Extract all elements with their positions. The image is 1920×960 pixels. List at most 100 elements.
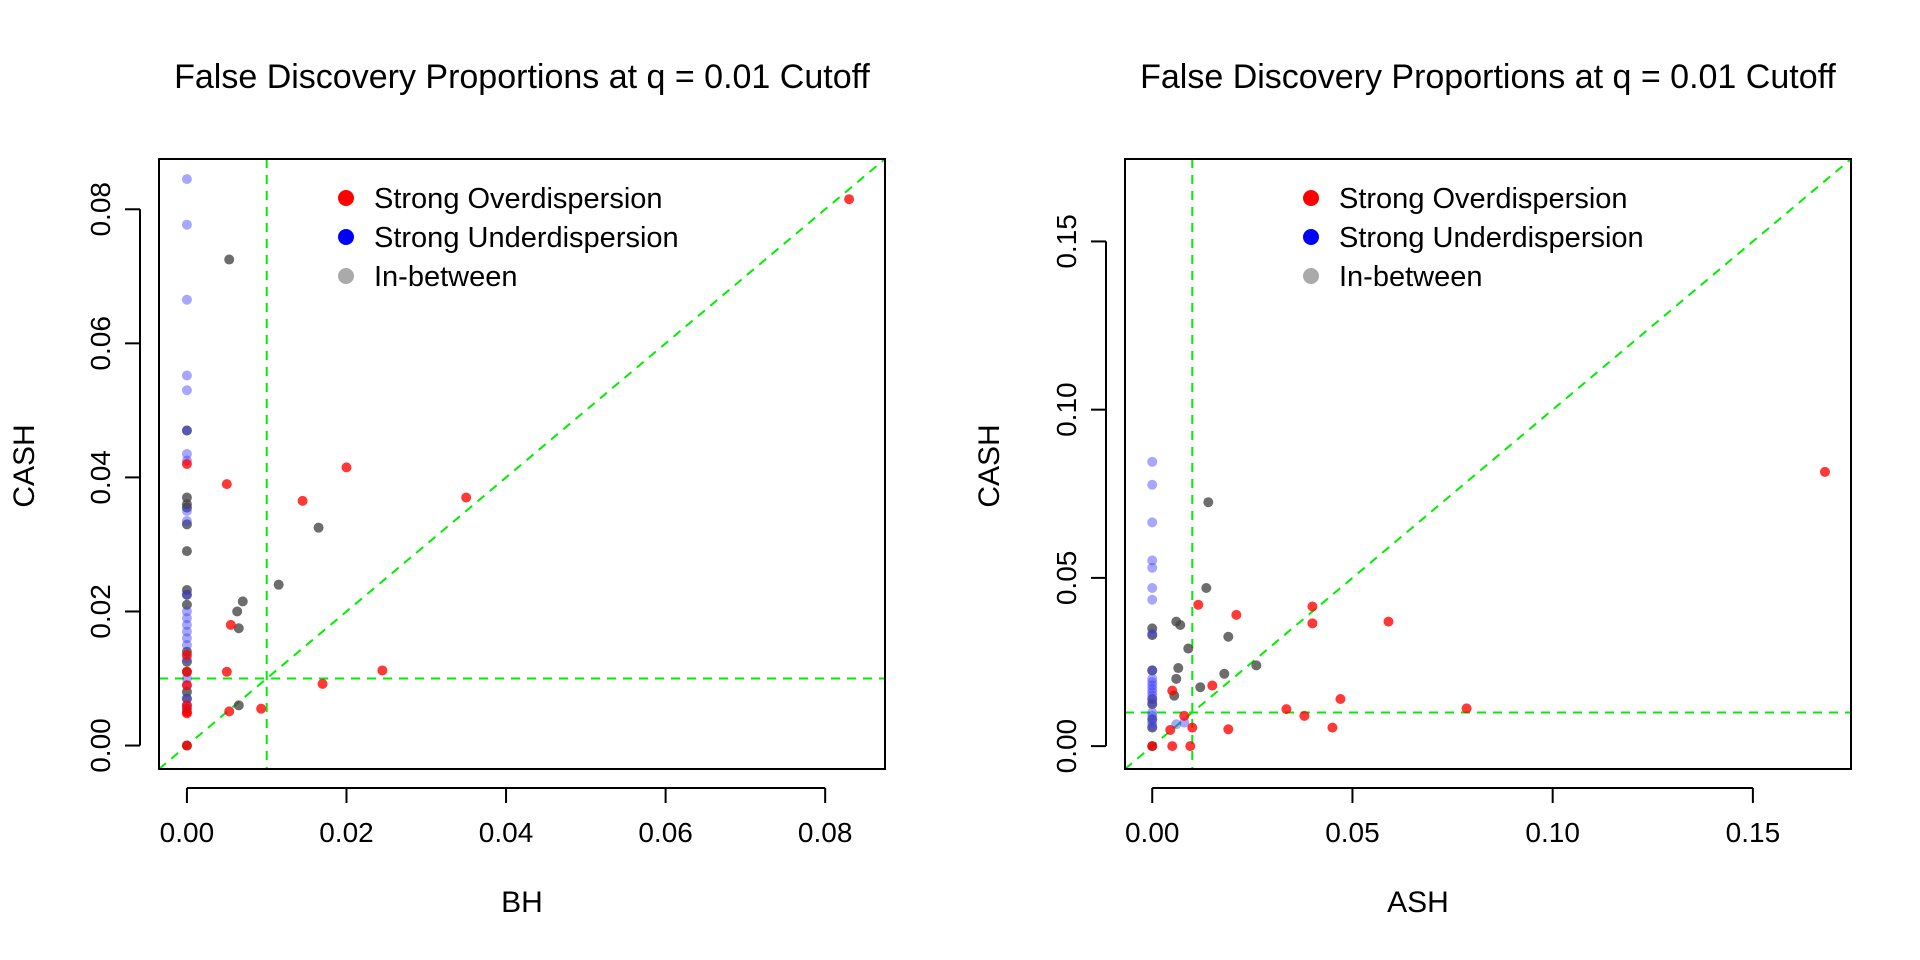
data-point-underdispersion — [181, 174, 192, 185]
diagonal-identity-line — [158, 158, 886, 770]
data-point-underdispersion — [1147, 720, 1158, 731]
data-point-overdispersion — [1167, 685, 1178, 696]
y-tick-label: 0.02 — [85, 584, 116, 639]
data-point-overdispersion — [181, 680, 192, 691]
data-point-underdispersion — [1147, 665, 1158, 676]
y-tick-label: 0.10 — [1051, 382, 1082, 437]
legend-label-in-between: In-between — [1339, 261, 1483, 293]
data-point-underdispersion — [1147, 479, 1158, 490]
x-tick-label: 0.00 — [160, 817, 215, 848]
left-legend-item-in-between: In-between — [338, 261, 518, 293]
legend-blue-dot-icon — [338, 229, 354, 245]
data-point-overdispersion — [181, 666, 192, 677]
data-point-in-between — [233, 700, 244, 711]
data-point-underdispersion — [181, 515, 192, 526]
legend-gray-dot-icon — [1303, 268, 1319, 284]
left-legend: Strong Overdispersion Strong Underdisper… — [338, 183, 679, 293]
data-point-underdispersion — [1147, 562, 1158, 573]
data-point-overdispersion — [341, 462, 352, 473]
data-point-overdispersion — [1299, 710, 1310, 721]
legend-gray-dot-icon — [338, 268, 354, 284]
left-chart-title: False Discovery Proportions at q = 0.01 … — [174, 58, 870, 96]
diagonal-identity-line — [1124, 158, 1852, 770]
data-point-underdispersion — [181, 294, 192, 305]
data-point-in-between — [233, 623, 244, 634]
data-point-overdispersion — [1307, 601, 1318, 612]
legend-blue-dot-icon — [1303, 229, 1319, 245]
data-point-in-between — [1171, 673, 1182, 684]
y-tick-label: 0.00 — [85, 718, 116, 773]
data-point-in-between — [273, 579, 284, 590]
data-point-overdispersion — [844, 194, 855, 205]
left-x-axis-label: BH — [501, 886, 543, 919]
data-point-in-between — [1147, 722, 1158, 733]
y-tick-label: 0.15 — [1051, 214, 1082, 269]
data-point-overdispersion — [1819, 466, 1830, 477]
legend-label-in-between: In-between — [374, 261, 518, 293]
data-point-underdispersion — [1147, 456, 1158, 467]
data-point-in-between — [313, 522, 324, 533]
data-point-underdispersion — [1147, 687, 1158, 698]
data-point-in-between — [1201, 582, 1212, 593]
data-point-underdispersion — [1147, 683, 1158, 694]
right-y-axis: 0.00 0.05 0.10 0.15 — [1051, 214, 1107, 774]
data-point-underdispersion — [1147, 673, 1158, 684]
data-point-underdispersion — [181, 425, 192, 436]
data-point-underdispersion — [1147, 717, 1158, 728]
data-point-underdispersion — [181, 626, 192, 637]
data-point-overdispersion — [377, 665, 388, 676]
data-point-underdispersion — [181, 219, 192, 230]
data-point-overdispersion — [1307, 618, 1318, 629]
data-point-overdispersion — [224, 706, 235, 717]
data-point-underdispersion — [181, 448, 192, 459]
data-point-overdispersion — [317, 678, 328, 689]
data-point-in-between — [1183, 643, 1194, 654]
data-point-underdispersion — [181, 589, 192, 600]
y-tick-label: 0.05 — [1051, 551, 1082, 606]
data-point-underdispersion — [1147, 690, 1158, 701]
right-plot-border — [1124, 158, 1852, 770]
data-point-overdispersion — [181, 708, 192, 719]
data-point-underdispersion — [1147, 710, 1158, 721]
data-point-in-between — [1175, 619, 1186, 630]
data-point-overdispersion — [181, 650, 192, 661]
data-point-overdispersion — [461, 492, 472, 503]
data-point-underdispersion — [181, 385, 192, 396]
data-point-underdispersion — [1147, 582, 1158, 593]
data-point-underdispersion — [181, 619, 192, 630]
data-point-in-between — [1147, 630, 1158, 641]
legend-red-dot-icon — [1303, 190, 1319, 206]
data-point-underdispersion — [1147, 594, 1158, 605]
data-point-in-between — [181, 502, 192, 513]
data-point-in-between — [1223, 631, 1234, 642]
data-point-overdispersion — [181, 740, 192, 751]
right-legend-item-overdispersion: Strong Overdispersion — [1303, 183, 1628, 215]
x-tick-label: 0.10 — [1525, 817, 1580, 848]
data-point-overdispersion — [225, 619, 236, 630]
data-point-underdispersion — [181, 505, 192, 516]
y-tick-label: 0.00 — [1051, 719, 1082, 774]
left-scatter-panel: False Discovery Proportions at q = 0.01 … — [8, 58, 886, 919]
right-data-points — [1147, 456, 1830, 752]
data-point-in-between — [224, 254, 235, 265]
data-point-underdispersion — [1147, 555, 1158, 566]
data-point-overdispersion — [181, 459, 192, 469]
y-tick-label: 0.04 — [85, 450, 116, 505]
left-legend-item-overdispersion: Strong Overdispersion — [338, 183, 663, 215]
data-point-in-between — [1195, 682, 1206, 693]
left-reference-lines — [158, 158, 886, 770]
y-tick-label: 0.06 — [85, 316, 116, 371]
data-point-in-between — [1219, 668, 1230, 679]
right-legend-item-in-between: In-between — [1303, 261, 1483, 293]
left-y-axis: 0.00 0.02 0.04 0.06 0.08 — [85, 182, 141, 773]
right-y-axis-label: CASH — [973, 424, 1006, 507]
right-legend: Strong Overdispersion Strong Underdisper… — [1303, 183, 1644, 293]
data-point-overdispersion — [297, 495, 308, 506]
data-point-overdispersion — [221, 666, 232, 677]
data-point-in-between — [1203, 497, 1214, 508]
right-legend-item-underdispersion: Strong Underdispersion — [1303, 222, 1644, 254]
data-point-overdispersion — [1165, 724, 1176, 735]
data-point-underdispersion — [1147, 628, 1158, 639]
legend-red-dot-icon — [338, 190, 354, 206]
